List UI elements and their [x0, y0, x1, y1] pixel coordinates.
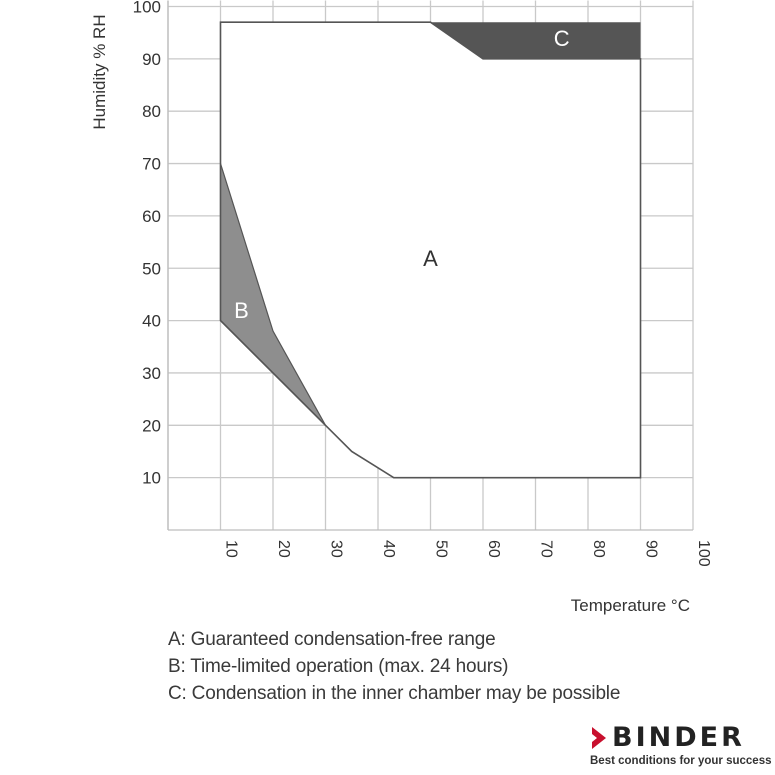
y-tick-label: 30: [142, 364, 161, 383]
y-tick-label: 50: [142, 259, 161, 278]
regions: [220, 22, 641, 478]
legend-item-b: B: Time-limited operation (max. 24 hours…: [168, 656, 509, 677]
brand-slogan: Best conditions for your success: [590, 755, 772, 767]
x-tick-label: 80: [590, 540, 607, 558]
region-label-a: A: [423, 246, 438, 271]
x-tick-label: 10: [223, 540, 240, 558]
x-tick-label: 30: [328, 540, 345, 558]
x-tick-label: 40: [380, 540, 397, 558]
x-tick-label: 60: [485, 540, 502, 558]
x-tick-label: 20: [275, 540, 292, 558]
region-c: [430, 22, 641, 59]
y-tick-label: 100: [133, 0, 161, 17]
x-tick-label: 100: [695, 540, 712, 567]
y-tick-label: 70: [142, 155, 161, 174]
y-axis-ticks: 10 20 30 40 50 60 70 80 90 100: [133, 0, 161, 488]
y-tick-label: 80: [142, 102, 161, 121]
binder-logo-icon: [592, 726, 606, 749]
y-tick-label: 40: [142, 312, 161, 331]
y-tick-label: 60: [142, 207, 161, 226]
x-axis-ticks: 10 20 30 40 50 60 70 80 90 100: [223, 540, 713, 567]
legend-item-a: A: Guaranteed condensation-free range: [168, 629, 496, 650]
range-outline: [219, 21, 642, 479]
brand-name: BINDER: [612, 722, 745, 753]
y-tick-label: 20: [142, 416, 161, 435]
legend: A: Guaranteed condensation-free range B:…: [168, 626, 620, 707]
brand-logo: BINDER Best conditions for your success: [590, 722, 772, 767]
y-tick-label: 10: [142, 469, 161, 488]
region-label-b: B: [234, 298, 249, 323]
region-labels: A B C: [234, 26, 570, 323]
region-b: [220, 163, 326, 426]
region-label-c: C: [554, 26, 570, 51]
region-a: [220, 22, 641, 478]
x-tick-label: 90: [643, 540, 660, 558]
y-tick-label: 90: [142, 50, 161, 69]
legend-item-c: C: Condensation in the inner chamber may…: [168, 683, 621, 704]
region-b-outline: [219, 163, 327, 426]
x-tick-label: 70: [538, 540, 555, 558]
x-axis-title: Temperature °C: [571, 596, 690, 615]
y-axis-title: Humidity % RH: [90, 14, 109, 129]
x-tick-label: 50: [433, 540, 450, 558]
